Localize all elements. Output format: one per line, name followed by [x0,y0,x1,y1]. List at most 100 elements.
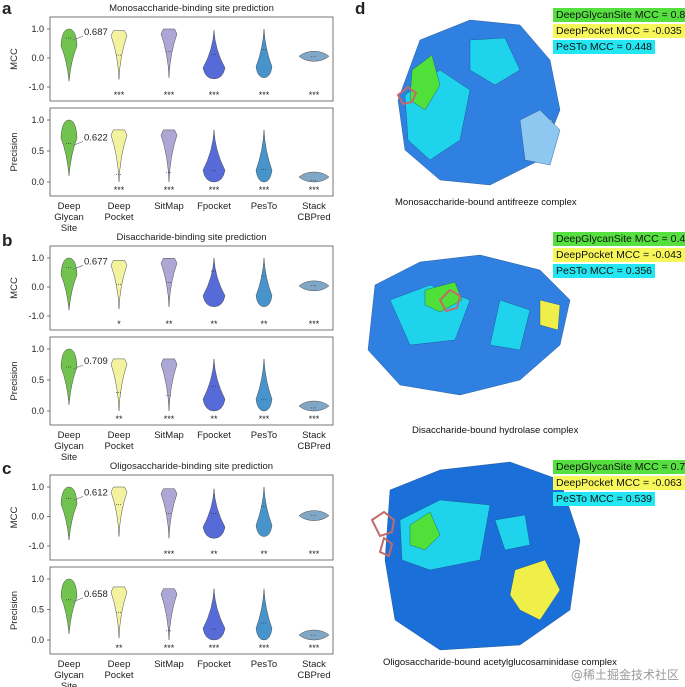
significance-mark: *** [309,90,320,100]
violin-4 [255,129,273,183]
y-tick-label: 0.0 [31,406,44,416]
subplot-title: Oligosaccharide-binding site prediction [110,461,273,472]
x-category-label: SitMap [154,659,184,670]
significance-mark: *** [164,185,175,195]
violin-0 [60,486,78,541]
violin-4 [255,358,273,412]
x-category-label: Glycan [54,441,84,452]
y-tick-label: 0.5 [31,146,44,156]
significance-mark: *** [259,185,270,195]
mcc-score-green-2: DeepGlycanSite MCC = 0.489 [553,232,685,246]
y-tick-label: 1.0 [31,482,44,492]
annotation-pointer [72,141,84,146]
y-axis-label: MCC [9,277,20,299]
panel-letter-b: b [2,231,12,250]
x-category-label: Deep [108,201,131,212]
x-category-label: Deep [58,659,81,670]
y-axis-label: Precision [9,132,20,171]
y-tick-label: -1.0 [28,82,44,92]
significance-mark: ** [210,319,218,329]
y-tick-label: 0.0 [31,53,44,63]
x-category-label: PesTo [251,659,277,670]
significance-mark: *** [164,90,175,100]
x-category-label: Fpocket [197,201,231,212]
violin-0 [60,28,78,82]
x-category-label: Pocket [104,441,133,452]
median-annotation: 0.677 [84,256,108,267]
median-annotation: 0.612 [84,487,108,498]
violin-4 [255,486,273,537]
annotation-pointer [72,496,84,501]
significance-mark: *** [309,185,320,195]
violin-1 [110,358,128,412]
significance-mark: *** [209,643,220,653]
complex-caption-2: Disaccharide-bound hydrolase complex [412,425,579,436]
complex-caption-3: Oligosaccharide-bound acetylglucosaminid… [383,657,617,668]
violin-2 [160,358,178,412]
y-axis-label: Precision [9,591,20,630]
violin-1 [110,129,128,183]
subplot-c-mcc: Oligosaccharide-binding site prediction M… [9,461,334,561]
x-category-label: Stack [302,201,326,212]
panel-letter-a: a [2,0,12,18]
violin-0 [60,119,78,176]
significance-mark: ** [210,414,218,424]
violin-4 [255,28,273,78]
violin-3 [202,129,226,183]
subplot-title: Disaccharide-binding site prediction [117,232,267,243]
binding-region-cyan-2b [489,299,531,351]
x-category-label: Deep [58,430,81,441]
subplot-b-mcc: Disaccharide-binding site prediction MCC 1… [9,232,334,331]
significance-mark: *** [114,90,125,100]
subplot-title: Monosaccharide-binding site prediction [109,3,274,14]
plot-frame [49,566,334,655]
violin-3 [202,358,226,412]
significance-mark: *** [164,414,175,424]
x-category-label: Site [61,223,77,234]
x-category-label: Deep [108,659,131,670]
x-category-label: Pocket [104,670,133,681]
annotation-pointer [72,364,84,370]
y-tick-label: 0.0 [31,512,44,522]
plot-frame [49,16,334,102]
plot-frame [49,474,334,561]
panel-letter-c: c [2,459,11,478]
violin-4 [255,588,273,641]
significance-mark: *** [259,643,270,653]
violin-3 [202,257,226,307]
significance-mark: *** [259,90,270,100]
significance-mark: ** [210,549,218,559]
y-tick-label: 0.5 [31,605,44,615]
protein-surface-2 [367,254,571,396]
protein-lobe-1 [519,109,561,166]
ligand-stick-3 [370,510,396,558]
significance-mark: ** [115,414,123,424]
y-tick-label: -1.0 [28,541,44,551]
y-tick-label: 1.0 [31,574,44,584]
x-category-label: Site [61,452,77,463]
subplot-a-precision: Precision 1.0 0.5 0.0 *** *** *** *** *** 0.622 [9,107,334,197]
annotation-pointer [72,265,84,270]
y-tick-label: 0.0 [31,635,44,645]
violin-5 [298,171,330,183]
binding-region-yellow-3 [509,559,561,621]
significance-mark: * [117,319,121,329]
binding-region-green-3 [409,511,441,551]
mcc-score-cyan-3: PeSTo MCC = 0.539 [553,492,656,506]
violin-2 [160,129,178,183]
significance-mark: *** [114,185,125,195]
mcc-score-cyan-1: PeSTo MCC = 0.448 [553,40,656,54]
plot-frame [49,336,334,426]
y-tick-label: 1.0 [31,115,44,125]
x-category-label: PesTo [251,430,277,441]
y-axis-label: Precision [9,361,20,400]
y-tick-label: 0.0 [31,282,44,292]
x-category-label: PesTo [251,201,277,212]
mcc-score-green-1: DeepGlycanSite MCC = 0.817 [553,8,685,22]
significance-mark: *** [209,90,220,100]
plot-frame [49,107,334,197]
significance-mark: ** [165,319,173,329]
x-category-label: SitMap [154,430,184,441]
